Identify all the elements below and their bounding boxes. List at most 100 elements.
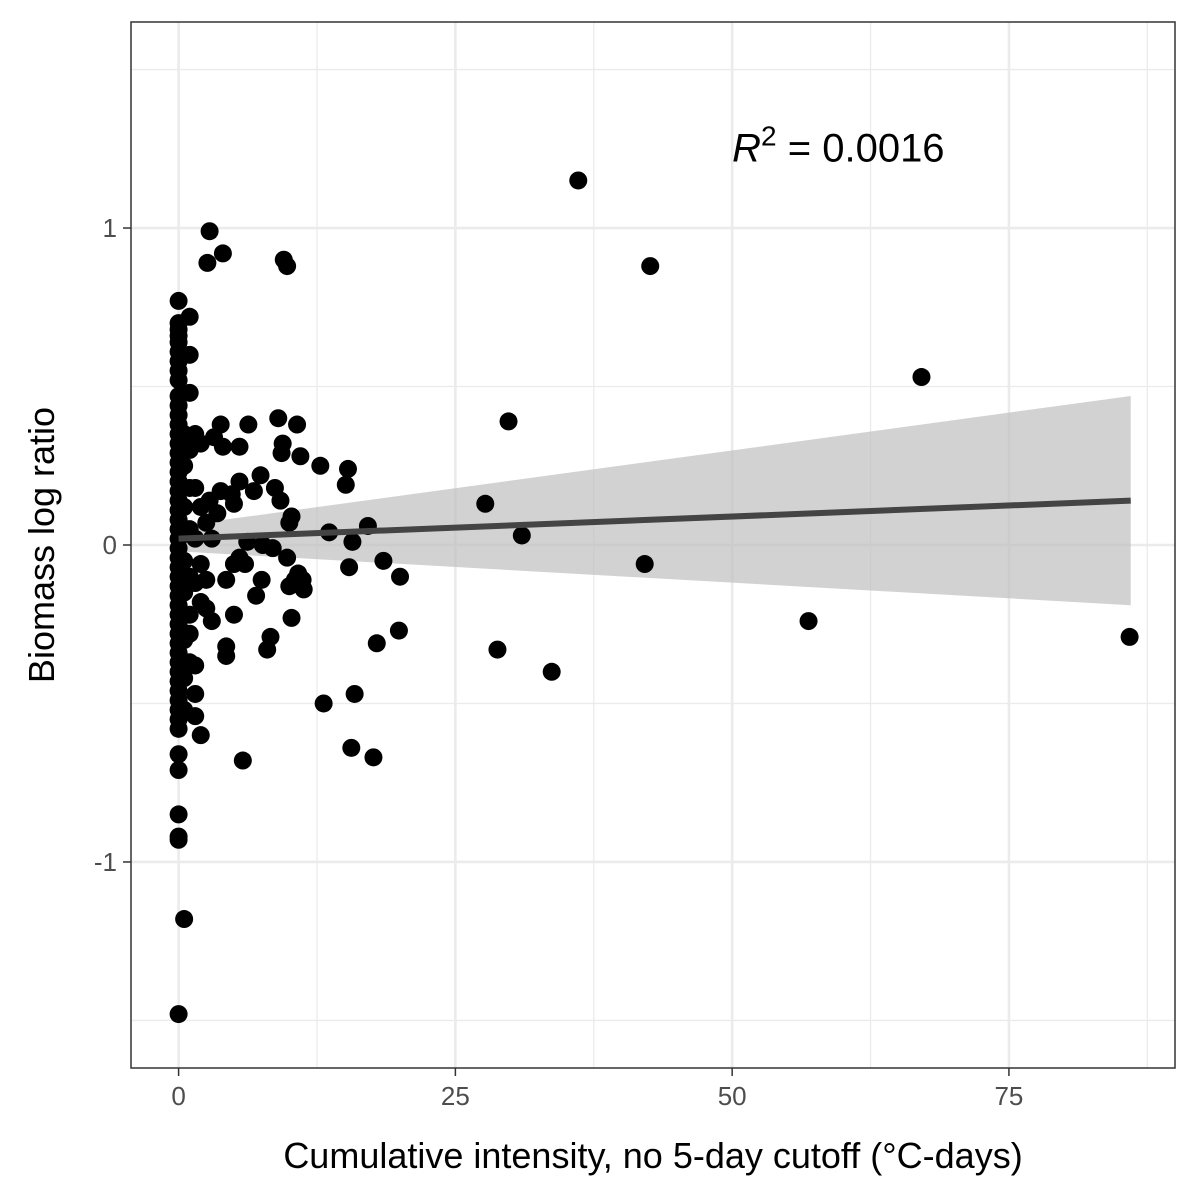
x-axis-ticks: 0 25 50 75 — [171, 1068, 1023, 1111]
data-point — [252, 570, 271, 589]
data-point — [294, 580, 313, 599]
data-point — [180, 624, 199, 643]
data-point — [374, 551, 393, 570]
data-point — [1120, 627, 1139, 646]
y-axis-ticks: -1 0 1 — [94, 213, 131, 877]
data-point — [391, 567, 410, 586]
annotation-prefix: R — [732, 126, 761, 170]
data-point — [169, 745, 188, 764]
data-point — [343, 532, 362, 551]
data-point — [169, 371, 188, 390]
data-point — [278, 548, 297, 567]
data-point — [180, 383, 199, 402]
data-point — [169, 291, 188, 310]
data-point — [542, 662, 561, 681]
data-point — [180, 605, 199, 624]
data-point — [175, 497, 194, 516]
data-point — [213, 244, 232, 263]
data-point — [169, 761, 188, 780]
data-point — [488, 640, 507, 659]
data-point — [269, 409, 288, 428]
data-point — [211, 415, 230, 434]
data-point — [340, 558, 359, 577]
y-axis-title: Biomass log ratio — [21, 407, 62, 683]
data-point — [499, 412, 518, 431]
r-squared-annotation: R2 = 0.0016 — [732, 120, 944, 170]
data-point — [364, 748, 383, 767]
annotation-value: = 0.0016 — [777, 126, 945, 170]
data-point — [282, 608, 301, 627]
data-point — [217, 570, 236, 589]
data-point — [175, 910, 194, 929]
data-point — [367, 634, 386, 653]
data-point — [336, 475, 355, 494]
data-point — [342, 738, 361, 757]
x-tick-label: 75 — [994, 1081, 1023, 1111]
data-point — [251, 466, 270, 485]
y-tick-label: 1 — [103, 213, 117, 243]
data-point — [247, 586, 266, 605]
data-point — [311, 456, 330, 475]
data-point — [186, 478, 205, 497]
data-points — [169, 171, 1139, 1024]
data-point — [186, 707, 205, 726]
data-point — [476, 494, 495, 513]
data-point — [202, 612, 221, 631]
data-point — [224, 494, 243, 513]
data-point — [641, 257, 660, 276]
data-point — [799, 612, 818, 631]
data-point — [278, 257, 297, 276]
regression-line — [178, 497, 1131, 542]
data-point — [288, 415, 307, 434]
y-tick-label: 0 — [103, 530, 117, 560]
data-point — [198, 253, 217, 272]
data-point — [169, 830, 188, 849]
data-point — [197, 570, 216, 589]
data-point — [180, 345, 199, 364]
data-point — [175, 456, 194, 475]
data-point — [233, 751, 252, 770]
data-point — [169, 1005, 188, 1024]
confidence-band — [178, 396, 1131, 606]
data-point — [200, 222, 219, 241]
x-axis-title: Cumulative intensity, no 5-day cutoff (°… — [283, 1135, 1022, 1176]
y-tick-label: -1 — [94, 847, 117, 877]
data-point — [261, 627, 280, 646]
x-tick-label: 0 — [171, 1081, 185, 1111]
data-point — [314, 694, 333, 713]
data-point — [224, 605, 243, 624]
data-point — [191, 726, 210, 745]
data-point — [282, 507, 301, 526]
data-point — [271, 491, 290, 510]
data-point — [345, 684, 364, 703]
annotation-superscript: 2 — [761, 120, 777, 151]
data-point — [191, 555, 210, 574]
data-point — [175, 551, 194, 570]
data-point — [512, 526, 531, 545]
data-point — [169, 805, 188, 824]
data-point — [186, 656, 205, 675]
data-point — [389, 621, 408, 640]
data-point — [169, 719, 188, 738]
data-point — [291, 447, 310, 466]
data-point — [208, 504, 227, 523]
data-point — [338, 459, 357, 478]
data-point — [912, 368, 931, 387]
data-point — [186, 684, 205, 703]
data-point — [239, 415, 258, 434]
data-point — [263, 539, 282, 558]
data-point — [175, 669, 194, 688]
data-point — [180, 307, 199, 326]
data-point — [273, 434, 292, 453]
data-point — [230, 472, 249, 491]
data-point — [569, 171, 588, 190]
data-point — [635, 555, 654, 574]
x-tick-label: 25 — [441, 1081, 470, 1111]
data-point — [244, 482, 263, 501]
data-point — [213, 437, 232, 456]
data-point — [230, 437, 249, 456]
data-point — [217, 646, 236, 665]
x-tick-label: 50 — [718, 1081, 747, 1111]
data-point — [236, 555, 255, 574]
